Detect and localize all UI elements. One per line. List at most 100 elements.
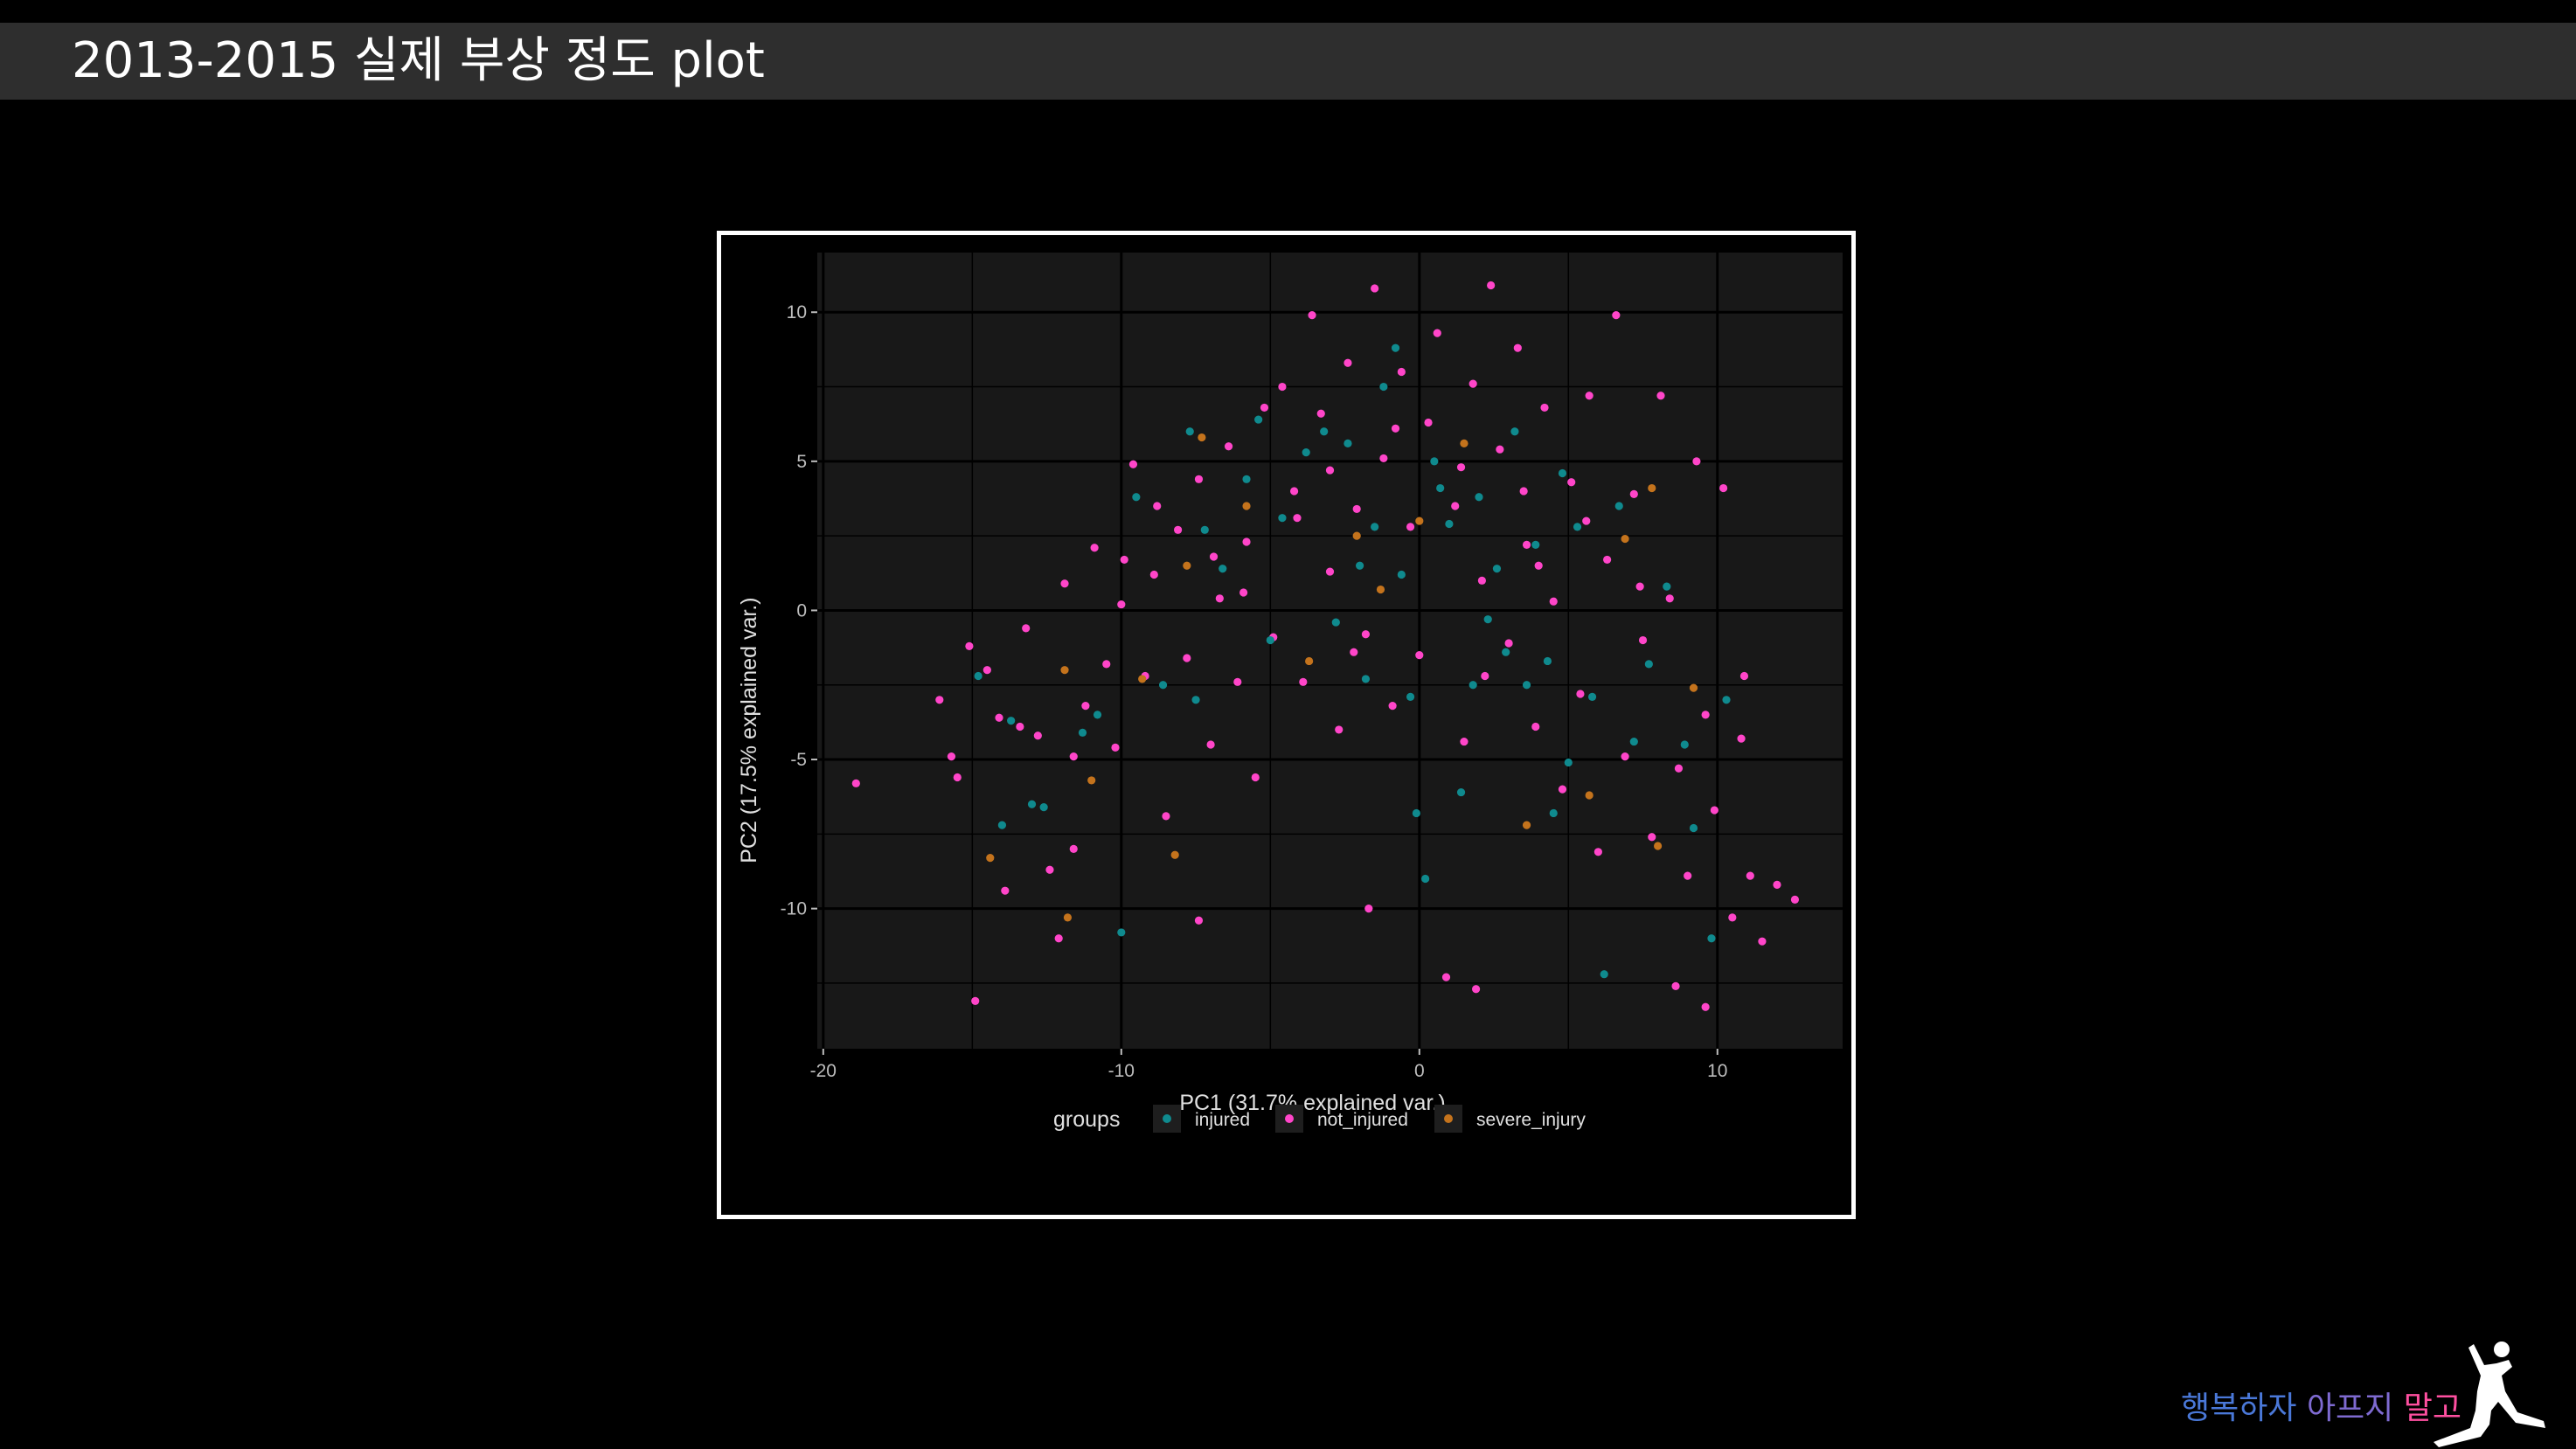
point-injured xyxy=(1549,808,1558,818)
point-not_injured xyxy=(1585,392,1594,400)
point-injured xyxy=(1421,874,1430,884)
point-injured xyxy=(1093,711,1102,719)
point-injured xyxy=(1039,803,1048,812)
point-not_injured xyxy=(1549,597,1558,606)
point-injured xyxy=(1614,502,1623,510)
point-injured xyxy=(1543,656,1552,666)
point-injured xyxy=(1344,439,1352,447)
point-not_injured xyxy=(1638,635,1648,645)
point-injured xyxy=(1200,525,1209,534)
point-not_injured xyxy=(1352,504,1361,514)
point-not_injured xyxy=(1153,502,1162,510)
point-not_injured xyxy=(1364,905,1373,913)
jumpman-logo-icon xyxy=(2434,1342,2545,1447)
point-injured xyxy=(1564,758,1573,767)
point-severe_injury xyxy=(1087,776,1096,785)
point-severe_injury xyxy=(1376,585,1385,594)
point-injured xyxy=(1483,615,1492,624)
point-not_injured xyxy=(1117,600,1126,609)
point-severe_injury xyxy=(1198,433,1206,442)
point-not_injured xyxy=(1790,895,1800,905)
point-injured xyxy=(974,671,982,681)
point-injured xyxy=(1680,740,1689,749)
x-tick-label: -20 xyxy=(810,1061,837,1081)
legend-marker-severe_injury xyxy=(1444,1114,1453,1123)
watermark-word: 말고 xyxy=(2403,1390,2461,1426)
point-injured xyxy=(1469,681,1477,690)
point-injured xyxy=(1361,675,1371,683)
point-injured xyxy=(1191,696,1200,704)
x-tick-label: 0 xyxy=(1414,1061,1425,1081)
point-injured xyxy=(1397,570,1406,579)
point-not_injured xyxy=(1415,651,1424,660)
point-severe_injury xyxy=(1063,913,1073,922)
x-tick-label: 10 xyxy=(1707,1061,1727,1081)
point-not_injured xyxy=(1406,523,1415,531)
point-severe_injury xyxy=(1653,842,1663,850)
point-not_injured xyxy=(1128,460,1138,468)
legend-title: groups xyxy=(1053,1107,1120,1132)
point-not_injured xyxy=(1081,702,1090,711)
point-severe_injury xyxy=(1183,561,1191,570)
y-axis-label: PC2 (17.5% explained var.) xyxy=(737,597,761,863)
point-not_injured xyxy=(1206,740,1215,749)
point-injured xyxy=(1158,681,1168,690)
point-not_injured xyxy=(1162,812,1170,821)
point-not_injured xyxy=(1308,311,1316,320)
point-not_injured xyxy=(1522,540,1531,549)
point-not_injured xyxy=(1344,358,1352,367)
point-injured xyxy=(1266,635,1274,645)
point-not_injured xyxy=(1671,981,1680,990)
point-not_injured xyxy=(1710,806,1718,815)
point-not_injured xyxy=(1060,579,1069,588)
point-severe_injury xyxy=(1415,517,1424,525)
point-not_injured xyxy=(1016,722,1024,731)
point-severe_injury xyxy=(1585,791,1594,800)
point-not_injured xyxy=(1433,329,1441,337)
point-not_injured xyxy=(1692,457,1701,466)
slide-title: 2013-2015 실제 부상 정도 plot xyxy=(72,32,765,89)
y-tick-label: 0 xyxy=(796,600,807,621)
point-not_injured xyxy=(1701,1002,1710,1011)
point-not_injured xyxy=(1531,722,1540,731)
legend-label-injured: injured xyxy=(1195,1110,1250,1130)
point-injured xyxy=(1629,737,1638,746)
y-tick-label: 5 xyxy=(796,452,807,472)
y-tick-label: -5 xyxy=(790,750,807,770)
point-injured xyxy=(1254,415,1263,424)
point-injured xyxy=(1600,970,1608,979)
point-severe_injury xyxy=(1305,656,1314,666)
point-not_injured xyxy=(1477,576,1487,585)
point-not_injured xyxy=(1519,487,1528,496)
point-injured xyxy=(1475,493,1483,502)
x-tick-label: -10 xyxy=(1108,1061,1135,1081)
point-injured xyxy=(1278,514,1287,523)
point-injured xyxy=(1371,523,1379,531)
point-injured xyxy=(1436,483,1445,493)
point-not_injured xyxy=(1397,367,1406,377)
point-not_injured xyxy=(1316,409,1325,418)
point-not_injured xyxy=(953,773,962,782)
point-not_injured xyxy=(1194,475,1204,483)
point-not_injured xyxy=(1233,677,1242,686)
point-not_injured xyxy=(1293,514,1302,523)
point-injured xyxy=(1078,728,1087,737)
point-not_injured xyxy=(1456,463,1466,472)
point-not_injured xyxy=(1183,654,1191,662)
x-axis-label: PC1 (31.7% explained var.) xyxy=(1179,1091,1445,1115)
point-not_injured xyxy=(1299,677,1308,686)
point-not_injured xyxy=(1379,454,1388,463)
point-severe_injury xyxy=(1170,850,1179,859)
point-not_injured xyxy=(1289,487,1299,496)
point-injured xyxy=(1707,934,1716,943)
point-not_injured xyxy=(1451,502,1460,510)
watermark-word: 아프지 xyxy=(2306,1390,2404,1426)
point-injured xyxy=(1510,427,1519,436)
point-not_injured xyxy=(965,641,974,650)
point-not_injured xyxy=(947,752,956,761)
point-injured xyxy=(1456,787,1466,797)
point-injured xyxy=(1522,681,1531,690)
point-not_injured xyxy=(1001,886,1010,895)
point-injured xyxy=(1007,717,1016,725)
point-not_injured xyxy=(1239,588,1248,597)
